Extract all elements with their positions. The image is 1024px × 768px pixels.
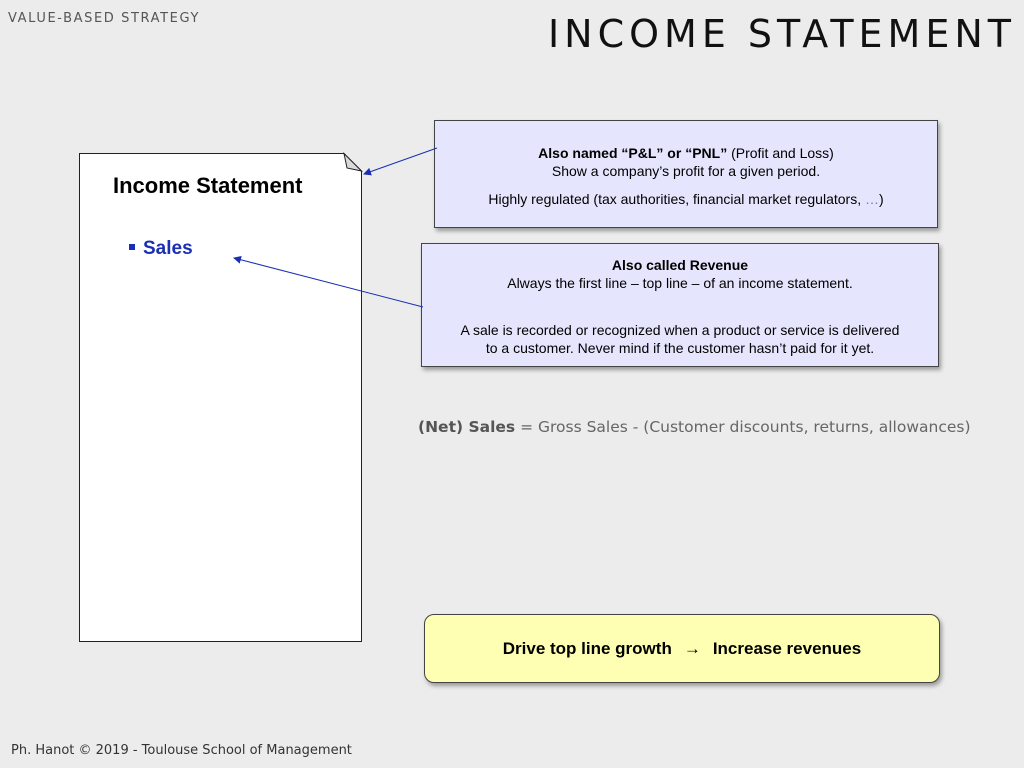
callout-revenue: Also called Revenue Always the first lin… [421,243,939,367]
callout-pnl-ellipsis: … [864,191,879,207]
document-item-sales: Sales [129,238,193,260]
slide-footer: Ph. Hanot © 2019 - Toulouse School of Ma… [11,743,352,758]
income-statement-document: Income Statement Sales [79,151,364,642]
net-sales-formula: (Net) Sales = Gross Sales - (Customer di… [418,418,971,436]
key-takeaway-box: Drive top line growth → Increase revenue… [424,614,940,683]
document-page-icon [79,151,364,642]
callout-revenue-heading: Also called Revenue [611,257,749,273]
document-title: Income Statement [113,173,303,198]
arrow-to-document-icon [363,147,438,176]
callout-pnl-heading: Also named “P&L” or “PNL” [538,145,728,161]
bullet-icon [129,243,135,250]
callout-pnl: Also named “P&L” or “PNL” (Profit and Lo… [434,120,938,228]
callout-pnl-line-3: Highly regulated (tax authorities, finan… [435,190,937,208]
callout-pnl-line-3-text: Highly regulated (tax authorities, finan… [488,191,865,207]
formula-rest: = Gross Sales - (Customer discounts, ret… [515,418,971,436]
callout-pnl-line-2: Show a company’s profit for a given peri… [551,163,821,179]
formula-term: (Net) Sales [418,418,516,436]
callout-pnl-line-1: Also named “P&L” or “PNL” (Profit and Lo… [435,144,937,162]
arrow-right-icon: → [683,638,701,658]
takeaway-left: Drive top line growth [502,638,672,658]
document-item-label: Sales [143,238,193,259]
slide-title: INCOME STATEMENT [547,12,1016,56]
takeaway-right: Increase revenues [712,638,862,658]
slide-kicker: VALUE-BASED STRATEGY [8,11,201,26]
callout-revenue-line-3: A sale is recorded or recognized when a … [460,322,900,338]
callout-revenue-line-4: to a customer. Never mind if the custome… [485,340,875,356]
callout-pnl-heading-rest: (Profit and Loss) [727,145,834,161]
callout-revenue-line-2: Always the first line – top line – of an… [507,275,853,291]
callout-pnl-line-3-end: ) [878,191,884,207]
